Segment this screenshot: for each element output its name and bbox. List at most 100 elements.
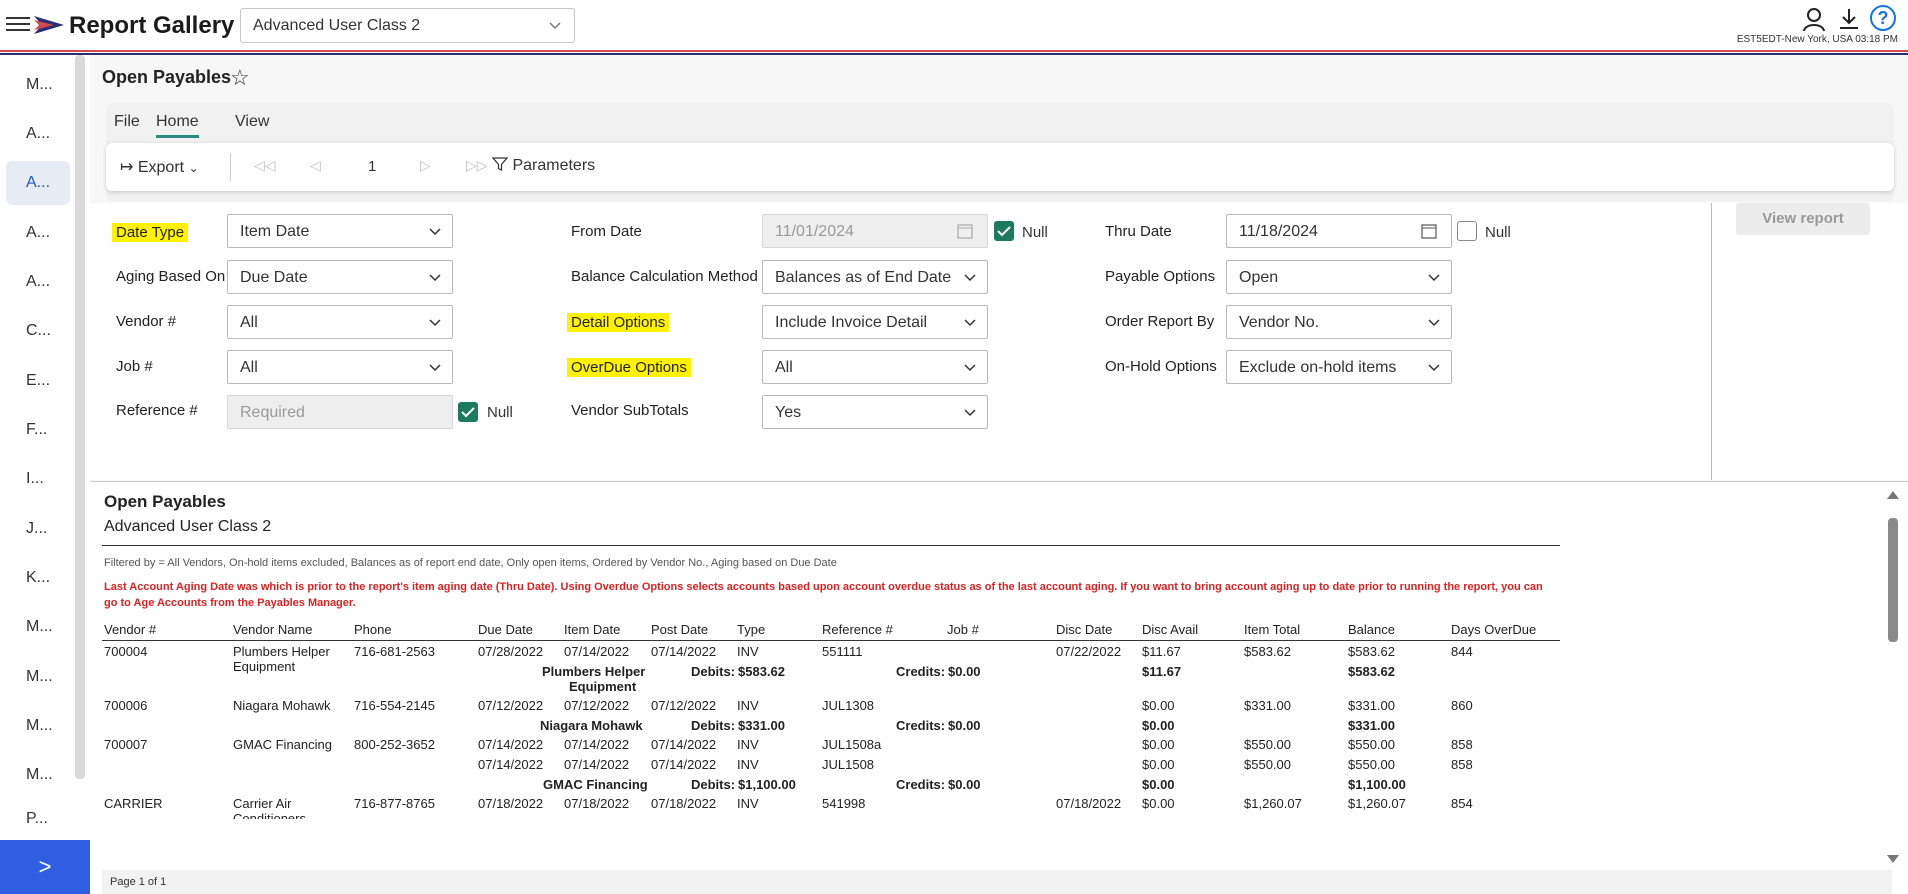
subtotal-debits-label: Debits: <box>691 664 736 679</box>
reference-null-label: Null <box>487 404 513 421</box>
payable-options-select[interactable]: Open <box>1226 260 1452 294</box>
sidebar-item[interactable]: A... <box>26 273 51 290</box>
aging-based-on-select[interactable]: Due Date <box>227 260 453 294</box>
sidebar-item[interactable]: A... <box>26 224 51 241</box>
filter-icon <box>491 157 509 171</box>
from-date-null-checkbox[interactable] <box>994 221 1014 241</box>
chevron-down-icon <box>964 274 976 282</box>
chevron-down-icon <box>549 22 561 30</box>
sidebar-item[interactable]: M... <box>26 766 53 783</box>
reference-null-checkbox[interactable] <box>458 402 478 422</box>
cell-phone: 716-681-2563 <box>354 644 435 659</box>
scroll-down-icon[interactable] <box>1886 854 1900 864</box>
column-header: Job # <box>947 622 979 637</box>
column-header: Item Date <box>564 622 621 637</box>
sidebar-item[interactable]: A... <box>26 125 51 142</box>
sidebar-item[interactable]: M... <box>26 76 53 93</box>
cell-days-overdue: 844 <box>1451 644 1473 659</box>
user-icon[interactable] <box>1801 6 1827 32</box>
last-page-icon[interactable]: ▷▷ <box>466 157 488 173</box>
prev-page-icon[interactable]: ◁ <box>310 157 321 173</box>
tab-home[interactable]: Home <box>156 113 199 138</box>
thru-date-null-checkbox[interactable] <box>1457 221 1477 241</box>
sidebar-item[interactable]: J... <box>26 520 48 537</box>
cell-item-total: $583.62 <box>1244 644 1291 659</box>
report-subtitle: Advanced User Class 2 <box>104 518 272 535</box>
thru-date-input[interactable]: 11/18/2024 <box>1226 214 1452 248</box>
view-report-button[interactable]: View report <box>1736 203 1870 235</box>
vendor-label: Vendor # <box>116 313 177 330</box>
subtotal-balance: $331.00 <box>1348 718 1395 733</box>
subtotal-disc: $0.00 <box>1142 777 1175 792</box>
help-icon[interactable]: ? <box>1870 5 1896 31</box>
cell-reference: JUL1508a <box>822 737 882 752</box>
class-select-value: Advanced User Class 2 <box>253 17 421 34</box>
report-rule <box>102 545 1560 546</box>
job-label: Job # <box>116 358 153 375</box>
sidebar-expand-button[interactable]: > <box>0 840 90 894</box>
payable-options-value: Open <box>1239 269 1279 286</box>
first-page-icon[interactable]: ◁◁ <box>254 157 276 173</box>
sidebar-item[interactable]: I... <box>26 470 44 487</box>
page-number[interactable]: 1 <box>368 158 377 175</box>
scroll-up-icon[interactable] <box>1886 490 1900 500</box>
sidebar-scrollbar[interactable] <box>75 55 85 779</box>
subtotal-debits: $583.62 <box>738 664 785 679</box>
parameters-panel: Date Type Item Date Aging Based On Due D… <box>90 203 1908 480</box>
cell-vendor: 700004 <box>104 644 148 659</box>
order-report-by-select[interactable]: Vendor No. <box>1226 305 1452 339</box>
scrollbar-thumb[interactable] <box>1888 518 1898 642</box>
tab-view[interactable]: View <box>235 113 270 130</box>
vendor-subtotals-select[interactable]: Yes <box>762 395 988 429</box>
subtotal-balance: $1,100.00 <box>1348 777 1406 792</box>
subtotal-name: GMAC Financing <box>543 777 648 792</box>
sidebar-item[interactable]: M... <box>26 668 53 685</box>
export-button[interactable]: ↦ Export ⌄ <box>120 157 199 177</box>
report-viewer: Open Payables Advanced User Class 2 Filt… <box>90 481 1908 894</box>
cell-disc-date: 07/22/2022 <box>1056 644 1122 659</box>
tab-file[interactable]: File <box>114 113 140 130</box>
sidebar-item[interactable]: M... <box>26 717 53 734</box>
export-icon: ↦ <box>120 159 134 176</box>
report-footer: Page 1 of 1 <box>102 870 1892 894</box>
balance-method-select[interactable]: Balances as of End Date <box>762 260 988 294</box>
download-icon[interactable] <box>1836 6 1862 32</box>
onhold-options-select[interactable]: Exclude on-hold items <box>1226 350 1452 384</box>
sidebar-item[interactable]: E... <box>26 372 51 389</box>
from-date-null-label: Null <box>1022 224 1048 241</box>
vendor-select[interactable]: All <box>227 305 453 339</box>
logo-icon <box>34 16 64 34</box>
sidebar-item[interactable]: K... <box>26 569 51 586</box>
cell-due-date: 07/28/2022 <box>478 644 544 659</box>
sidebar-item[interactable]: C... <box>26 322 51 339</box>
next-page-icon[interactable]: ▷ <box>420 157 431 173</box>
timezone-clock: EST5EDT-New York, USA 03:18 PM <box>1736 34 1898 45</box>
job-select[interactable]: All <box>227 350 453 384</box>
sidebar-item[interactable]: P... <box>26 810 48 827</box>
cell-reference: JUL1508 <box>822 757 875 772</box>
parameters-button[interactable]: Parameters <box>491 156 595 175</box>
reference-input[interactable]: Required <box>227 395 453 429</box>
subtotal-name: Plumbers Helper <box>542 664 646 679</box>
favorite-star-icon[interactable]: ☆ <box>230 65 250 90</box>
column-header: Item Total <box>1244 622 1301 637</box>
cell-type: INV <box>737 796 759 811</box>
header-rule <box>102 640 1560 641</box>
vendor-subtotals-label: Vendor SubTotals <box>571 402 689 419</box>
date-type-select[interactable]: Item Date <box>227 214 453 248</box>
detail-options-select[interactable]: Include Invoice Detail <box>762 305 988 339</box>
cell-vendor-name: Niagara Mohawk <box>233 698 331 713</box>
cell-item-date: 07/14/2022 <box>564 757 630 772</box>
sidebar-item[interactable]: F... <box>26 421 48 438</box>
reference-label: Reference # <box>116 402 198 419</box>
class-select[interactable]: Advanced User Class 2 <box>240 8 575 43</box>
menu-icon[interactable] <box>6 14 30 34</box>
overdue-options-select[interactable]: All <box>762 350 988 384</box>
sidebar: M... A... A... A... A... C... E... F... … <box>0 55 90 894</box>
report-scrollbar[interactable] <box>1880 482 1904 867</box>
sidebar-item[interactable]: M... <box>26 618 53 635</box>
sidebar-item-active[interactable]: A... <box>6 161 70 205</box>
subtotal-debits: $331.00 <box>738 718 785 733</box>
aging-based-on-value: Due Date <box>240 269 308 286</box>
from-date-input[interactable]: 11/01/2024 <box>762 214 988 248</box>
